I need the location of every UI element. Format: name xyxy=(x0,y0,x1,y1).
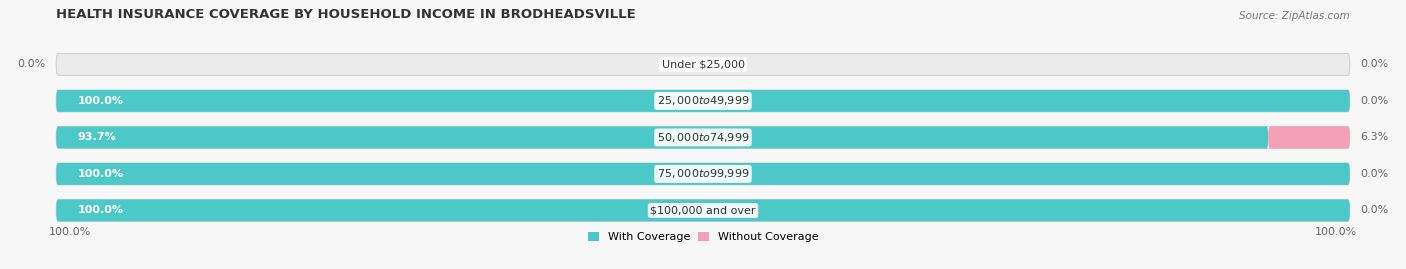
Text: 100.0%: 100.0% xyxy=(77,96,124,106)
Text: 100.0%: 100.0% xyxy=(77,169,124,179)
Text: 0.0%: 0.0% xyxy=(17,59,45,69)
FancyBboxPatch shape xyxy=(56,200,1350,221)
Text: 0.0%: 0.0% xyxy=(1361,96,1389,106)
Text: Under $25,000: Under $25,000 xyxy=(661,59,745,69)
Text: $25,000 to $49,999: $25,000 to $49,999 xyxy=(657,94,749,107)
Text: HEALTH INSURANCE COVERAGE BY HOUSEHOLD INCOME IN BRODHEADSVILLE: HEALTH INSURANCE COVERAGE BY HOUSEHOLD I… xyxy=(56,8,636,21)
FancyBboxPatch shape xyxy=(56,54,1350,75)
Text: 0.0%: 0.0% xyxy=(1361,169,1389,179)
Legend: With Coverage, Without Coverage: With Coverage, Without Coverage xyxy=(588,232,818,242)
Text: 100.0%: 100.0% xyxy=(77,206,124,215)
FancyBboxPatch shape xyxy=(56,90,1350,112)
FancyBboxPatch shape xyxy=(56,163,1350,185)
Text: 100.0%: 100.0% xyxy=(1315,226,1357,237)
Text: Source: ZipAtlas.com: Source: ZipAtlas.com xyxy=(1239,11,1350,21)
Text: $75,000 to $99,999: $75,000 to $99,999 xyxy=(657,167,749,180)
Text: $50,000 to $74,999: $50,000 to $74,999 xyxy=(657,131,749,144)
FancyBboxPatch shape xyxy=(56,90,1350,112)
FancyBboxPatch shape xyxy=(56,200,1350,221)
FancyBboxPatch shape xyxy=(56,126,1268,148)
Text: 0.0%: 0.0% xyxy=(1361,59,1389,69)
Text: 6.3%: 6.3% xyxy=(1361,132,1389,143)
Text: $100,000 and over: $100,000 and over xyxy=(650,206,756,215)
FancyBboxPatch shape xyxy=(56,163,1350,185)
Text: 93.7%: 93.7% xyxy=(77,132,115,143)
Text: 0.0%: 0.0% xyxy=(1361,206,1389,215)
FancyBboxPatch shape xyxy=(56,126,1350,148)
Text: 100.0%: 100.0% xyxy=(49,226,91,237)
FancyBboxPatch shape xyxy=(1268,126,1350,148)
